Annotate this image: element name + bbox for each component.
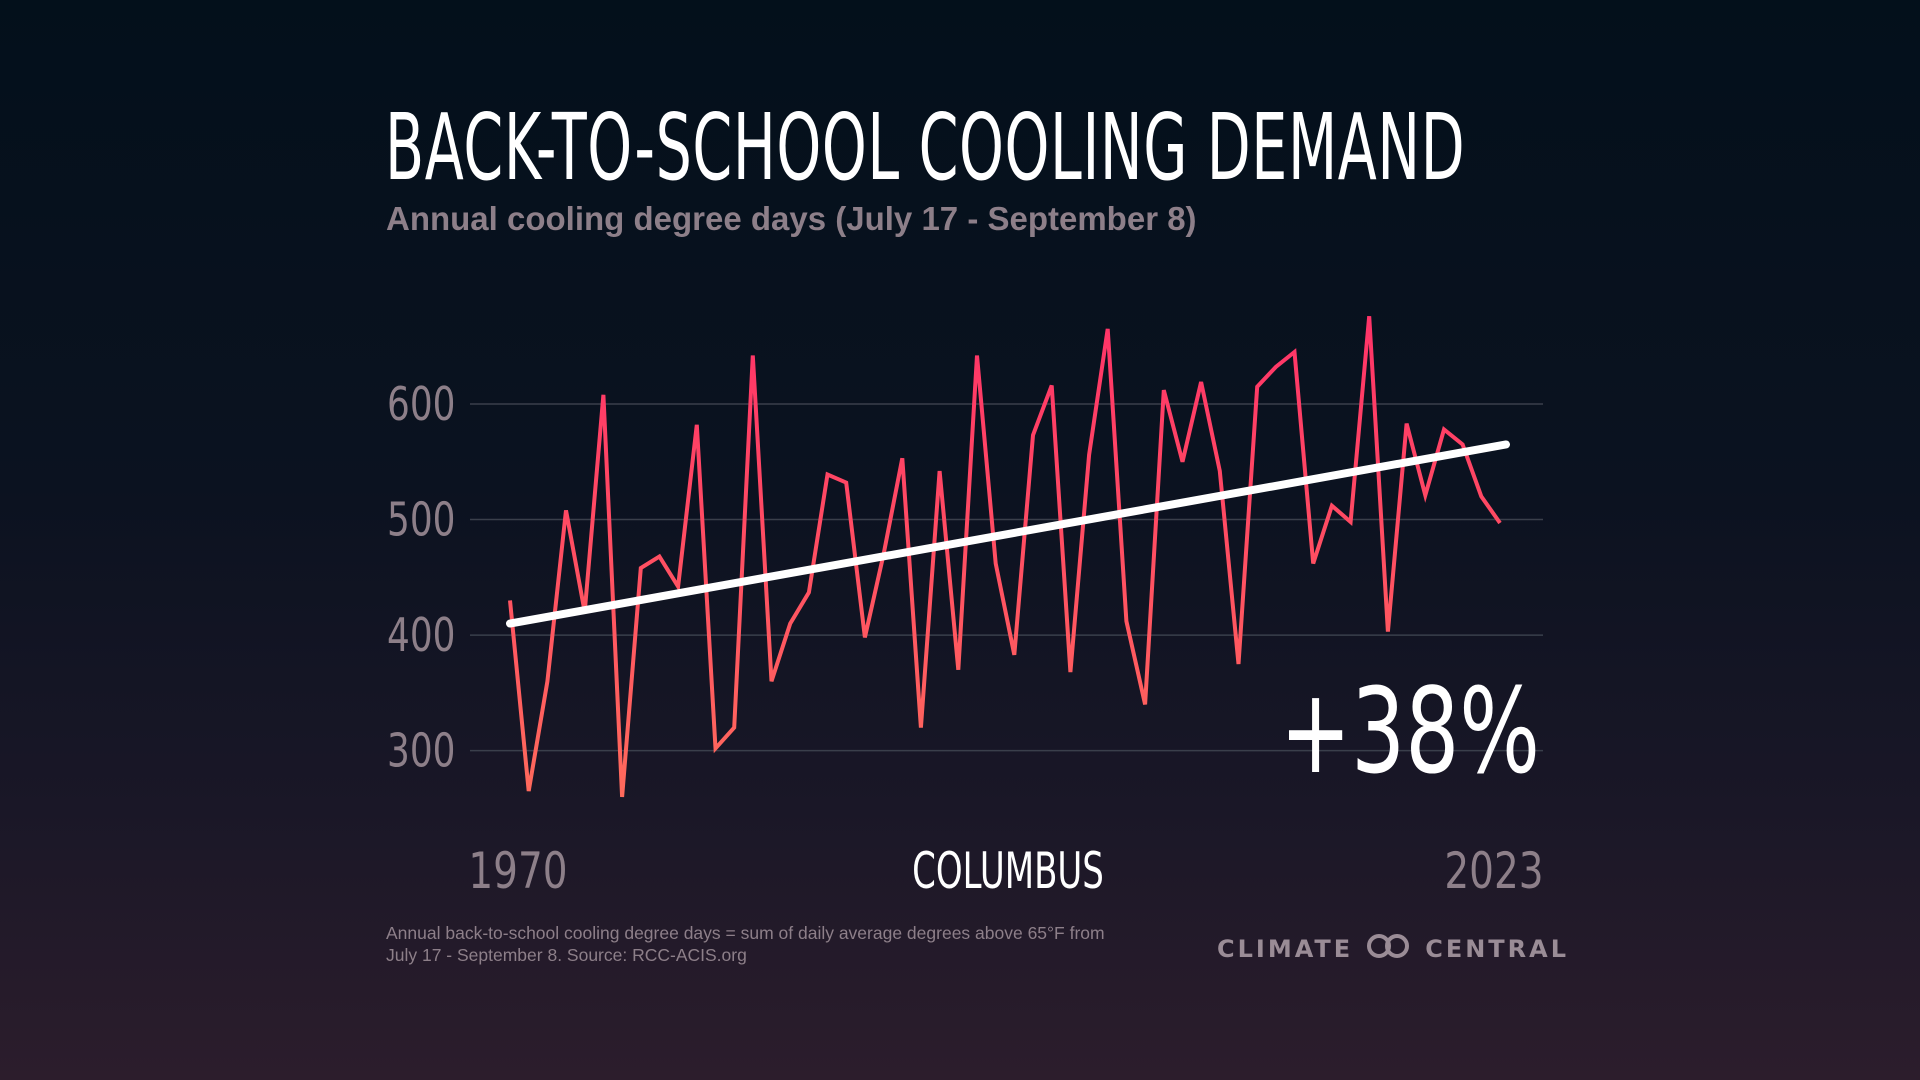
y-tick-label-500: 500: [387, 493, 455, 547]
y-tick-label-600: 600: [387, 378, 455, 432]
y-tick-label-400: 400: [387, 609, 455, 663]
chart-title: BACK-TO-SCHOOL COOLING DEMAND: [385, 94, 1466, 201]
location-label: COLUMBUS: [912, 842, 1104, 900]
footnote: Annual back-to-school cooling degree day…: [386, 923, 1105, 965]
y-tick-label-300: 300: [387, 724, 455, 778]
percent-change-annotation: +38%: [1280, 664, 1540, 801]
brand-name-left: CLIMATE: [1217, 935, 1354, 963]
trend-line: [506, 440, 1510, 628]
climate-central-logo-icon: [1363, 933, 1413, 965]
x-tick-label-end: 2023: [1444, 841, 1543, 900]
cooling-degree-days-line: [508, 316, 1502, 798]
brand-name-right: CENTRAL: [1425, 935, 1570, 963]
climate-central-logo: CLIMATE CENTRAL: [1217, 933, 1569, 965]
chart-subtitle: Annual cooling degree days (July 17 - Se…: [386, 200, 1197, 237]
x-tick-label-start: 1970: [468, 841, 567, 900]
